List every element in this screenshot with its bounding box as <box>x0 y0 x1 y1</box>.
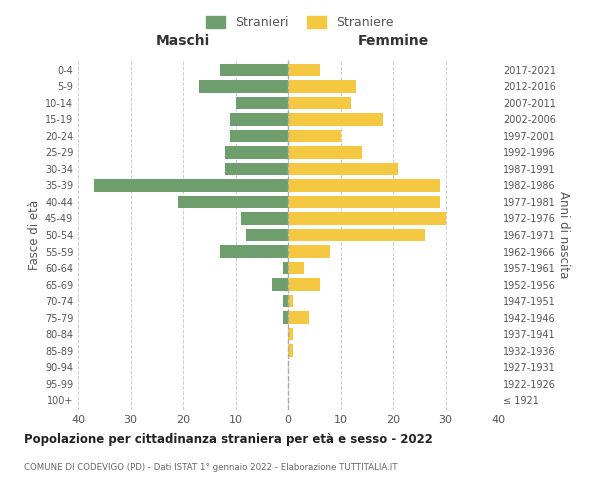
Bar <box>283 312 288 324</box>
Bar <box>283 262 288 274</box>
Bar <box>288 163 398 175</box>
Bar <box>230 130 288 142</box>
Bar <box>220 246 288 258</box>
Bar <box>241 212 288 224</box>
Bar <box>288 130 341 142</box>
Text: Maschi: Maschi <box>156 34 210 48</box>
Text: COMUNE DI CODEVIGO (PD) - Dati ISTAT 1° gennaio 2022 - Elaborazione TUTTITALIA.I: COMUNE DI CODEVIGO (PD) - Dati ISTAT 1° … <box>24 462 398 471</box>
Y-axis label: Anni di nascita: Anni di nascita <box>557 192 570 278</box>
Bar <box>283 295 288 307</box>
Bar <box>288 146 361 158</box>
Bar <box>178 196 288 208</box>
Bar <box>94 180 288 192</box>
Bar <box>288 212 445 224</box>
Bar <box>246 229 288 241</box>
Bar <box>288 262 304 274</box>
Bar <box>235 96 288 109</box>
Bar <box>288 196 440 208</box>
Text: Popolazione per cittadinanza straniera per età e sesso - 2022: Popolazione per cittadinanza straniera p… <box>24 432 433 446</box>
Bar <box>288 96 351 109</box>
Bar <box>288 113 383 126</box>
Bar <box>225 146 288 158</box>
Bar <box>230 113 288 126</box>
Bar <box>288 295 293 307</box>
Bar <box>225 163 288 175</box>
Legend: Stranieri, Straniere: Stranieri, Straniere <box>202 11 398 34</box>
Bar <box>288 80 356 92</box>
Text: Femmine: Femmine <box>358 34 428 48</box>
Bar <box>288 312 309 324</box>
Bar <box>288 180 440 192</box>
Bar <box>288 328 293 340</box>
Y-axis label: Fasce di età: Fasce di età <box>28 200 41 270</box>
Bar <box>272 278 288 290</box>
Bar <box>288 246 330 258</box>
Bar <box>288 278 320 290</box>
Bar <box>220 64 288 76</box>
Bar <box>288 229 425 241</box>
Bar <box>199 80 288 92</box>
Bar <box>288 344 293 357</box>
Bar <box>288 64 320 76</box>
